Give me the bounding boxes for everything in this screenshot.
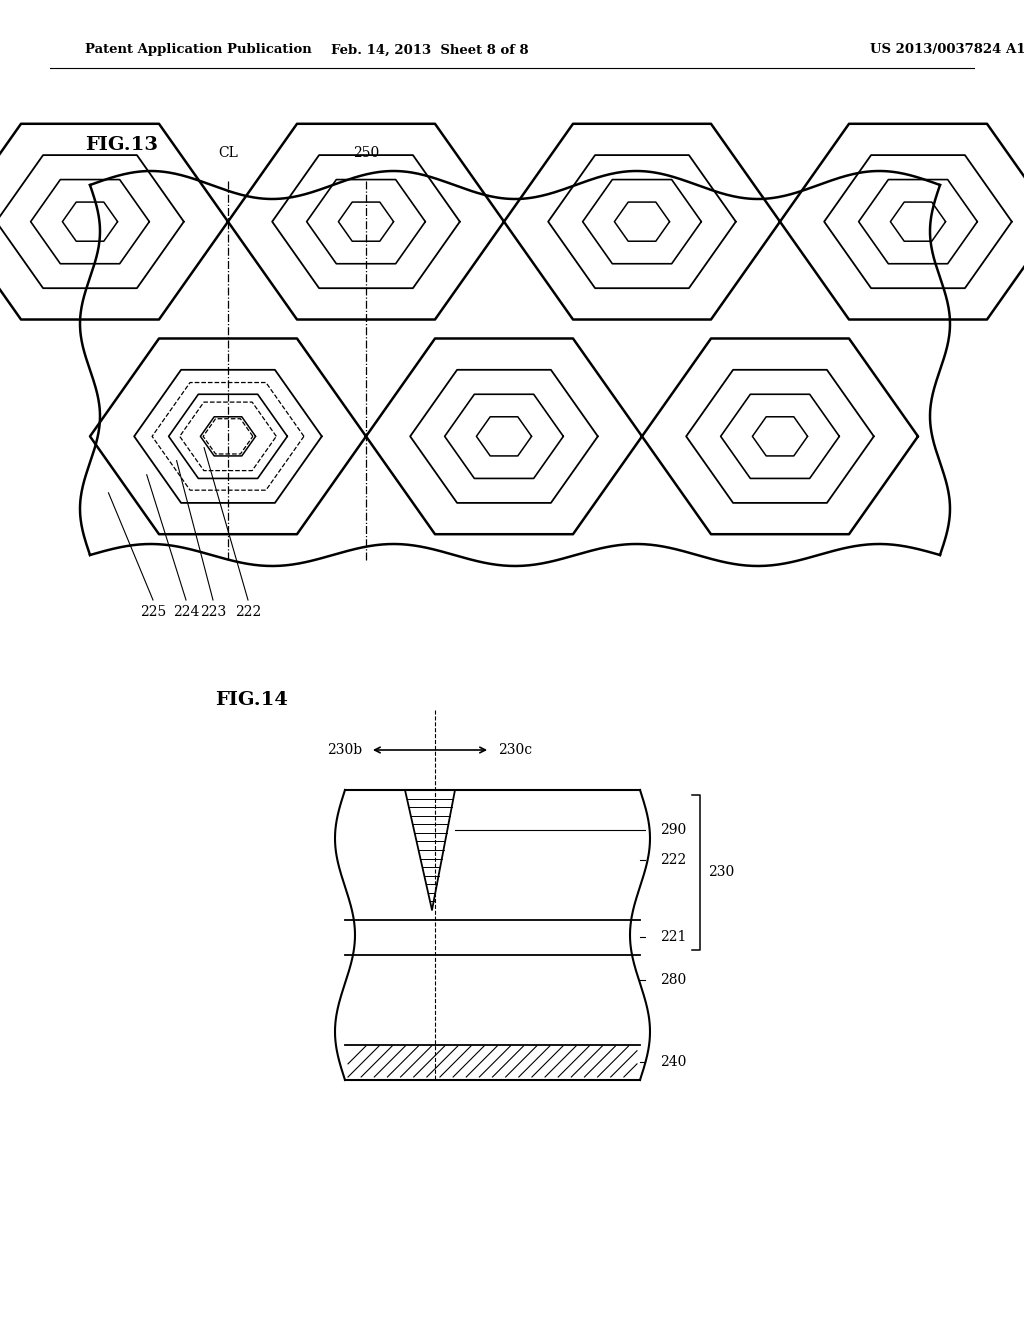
Text: FIG.13: FIG.13 bbox=[85, 136, 158, 154]
Text: Patent Application Publication: Patent Application Publication bbox=[85, 44, 311, 57]
Text: 221: 221 bbox=[660, 931, 686, 944]
Text: 230b: 230b bbox=[327, 743, 362, 756]
Text: 223: 223 bbox=[200, 605, 226, 619]
Text: CL: CL bbox=[218, 147, 238, 160]
Text: US 2013/0037824 A1: US 2013/0037824 A1 bbox=[870, 44, 1024, 57]
Text: 222: 222 bbox=[234, 605, 261, 619]
Text: 240: 240 bbox=[660, 1055, 686, 1069]
Text: Feb. 14, 2013  Sheet 8 of 8: Feb. 14, 2013 Sheet 8 of 8 bbox=[331, 44, 528, 57]
Text: FIG.14: FIG.14 bbox=[215, 690, 288, 709]
Text: 225: 225 bbox=[140, 605, 166, 619]
Text: 280: 280 bbox=[660, 973, 686, 987]
Text: 250: 250 bbox=[353, 147, 379, 160]
Text: 290: 290 bbox=[660, 822, 686, 837]
Text: 230c: 230c bbox=[498, 743, 532, 756]
Text: 230: 230 bbox=[708, 866, 734, 879]
Text: 224: 224 bbox=[173, 605, 200, 619]
Text: 222: 222 bbox=[660, 853, 686, 867]
